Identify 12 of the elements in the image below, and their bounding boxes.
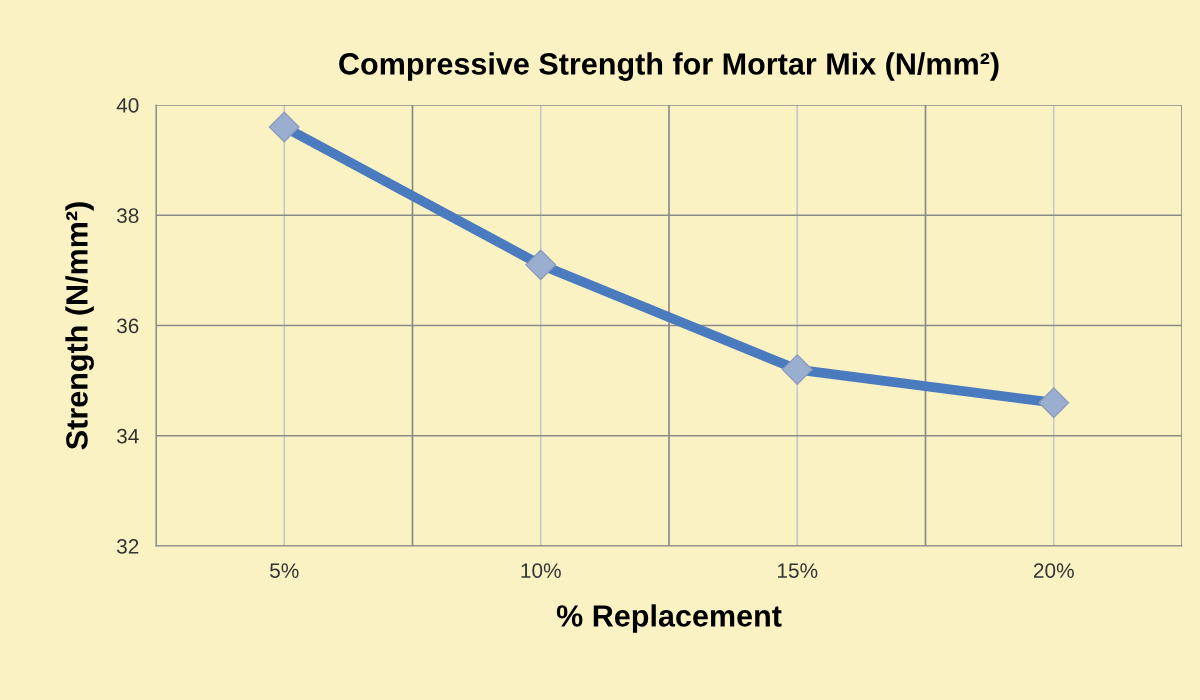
x-tick-label: 20%: [1033, 563, 1074, 578]
x-axis-title: % Replacement: [556, 604, 782, 633]
x-tick-label: 15%: [777, 563, 818, 578]
y-tick-label: 40: [116, 98, 139, 113]
y-tick-label: 36: [116, 318, 139, 334]
x-tick-label: 10%: [521, 563, 561, 578]
chart-title: Compressive Strength for Mortar Mix (N/mm²): [339, 52, 999, 81]
y-axis-title: Strength (N/mm²): [65, 202, 94, 450]
y-tick-label: 32: [116, 539, 139, 554]
y-tick-label: 34: [116, 428, 139, 444]
x-tick-label: 5%: [270, 563, 299, 578]
y-tick-label: 38: [116, 208, 139, 223]
